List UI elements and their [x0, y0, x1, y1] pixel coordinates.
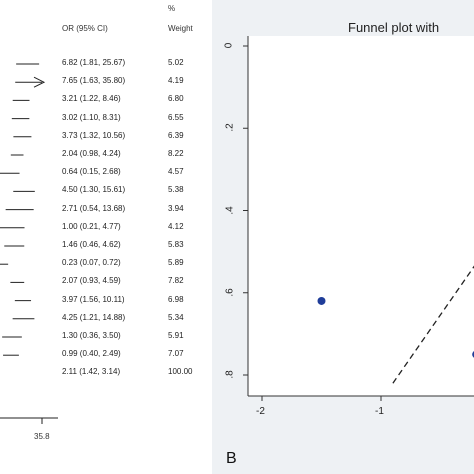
study-weight-text: 5.83: [168, 240, 184, 249]
study-weight-text: 7.07: [168, 349, 184, 359]
study-weight-text: 4.19: [168, 76, 184, 86]
y-tick-label: .6: [224, 288, 236, 297]
study-or-text: 2.71 (0.54, 13.68): [62, 203, 126, 213]
study-weight-text: 5.02: [168, 58, 184, 67]
or-column-header: OR (95% CI): [62, 24, 108, 33]
study-or-text: 2.07 (0.93, 4.59): [62, 276, 121, 286]
study-or-text: 1.46 (0.46, 4.62): [62, 240, 121, 249]
x-tick-label: -1: [375, 406, 384, 417]
study-or-text: 4.25 (1.21, 14.88): [62, 312, 126, 322]
study-or-text: 7.65 (1.63, 35.80): [62, 76, 126, 86]
x-tick-label: -2: [256, 406, 265, 417]
study-or-text: 2.04 (0.98, 4.24): [62, 149, 121, 158]
y-tick-label: .2: [224, 123, 236, 132]
study-or-text: 1.30 (0.36, 3.50): [62, 331, 121, 340]
y-tick-label: .4: [224, 205, 236, 215]
weight-column-header: Weight: [168, 24, 193, 33]
plot-area: [248, 36, 474, 396]
study-weight-text: 5.38: [168, 185, 184, 195]
funnel-plot-title: Funnel plot with: [348, 20, 440, 35]
study-or-text: 0.99 (0.40, 2.49): [62, 349, 121, 359]
study-or-text: 0.64 (0.15, 2.68): [62, 167, 121, 177]
study-or-text: 3.97 (1.56, 10.11): [62, 294, 125, 304]
study-weight-text: 5.91: [168, 331, 184, 340]
overall-weight-text: 100.00: [168, 367, 193, 377]
study-or-text: 1.00 (0.21, 4.77): [62, 221, 121, 231]
overall-or-text: 2.11 (1.42, 3.14): [62, 367, 121, 377]
study-weight-text: 6.55: [168, 112, 184, 122]
study-or-text: 4.50 (1.30, 15.61): [62, 185, 126, 195]
ci-arrow: [33, 76, 46, 88]
study-or-text: 3.21 (1.22, 8.46): [62, 94, 121, 104]
study-or-text: 6.82 (1.81, 25.67): [62, 58, 126, 67]
study-weight-text: 6.98: [168, 294, 184, 304]
study-weight-text: 5.89: [168, 258, 184, 268]
study-weight-text: 3.94: [168, 203, 184, 213]
study-or-text: 3.02 (1.10, 8.31): [62, 112, 121, 122]
study-weight-text: 6.39: [168, 130, 184, 140]
forest-axis-max-label: 35.8: [34, 432, 50, 441]
forest-plot-graphic: [0, 63, 58, 424]
forest-plot-panel: OR (95% CI) % Weight 6.82 (1.81, 25.67) 5…: [0, 0, 212, 474]
weight-column-header-percent: %: [168, 4, 176, 13]
panel-label-b: B: [226, 450, 237, 467]
study-weight-text: 4.12: [168, 221, 184, 231]
y-tick-label: .8: [224, 370, 236, 379]
study-weight-text: 8.22: [168, 149, 184, 158]
study-weight-text: 4.57: [168, 167, 184, 177]
study-or-text: 0.23 (0.07, 0.72): [62, 258, 121, 268]
study-weight-text: 5.34: [168, 312, 184, 322]
study-weight-text: 7.82: [168, 276, 184, 286]
study-weight-text: 6.80: [168, 94, 184, 104]
pseudo-ci-line: [392, 265, 474, 384]
y-tick-label: 0: [223, 42, 235, 49]
study-or-text: 3.73 (1.32, 10.56): [62, 130, 126, 140]
study-point: [317, 296, 326, 305]
